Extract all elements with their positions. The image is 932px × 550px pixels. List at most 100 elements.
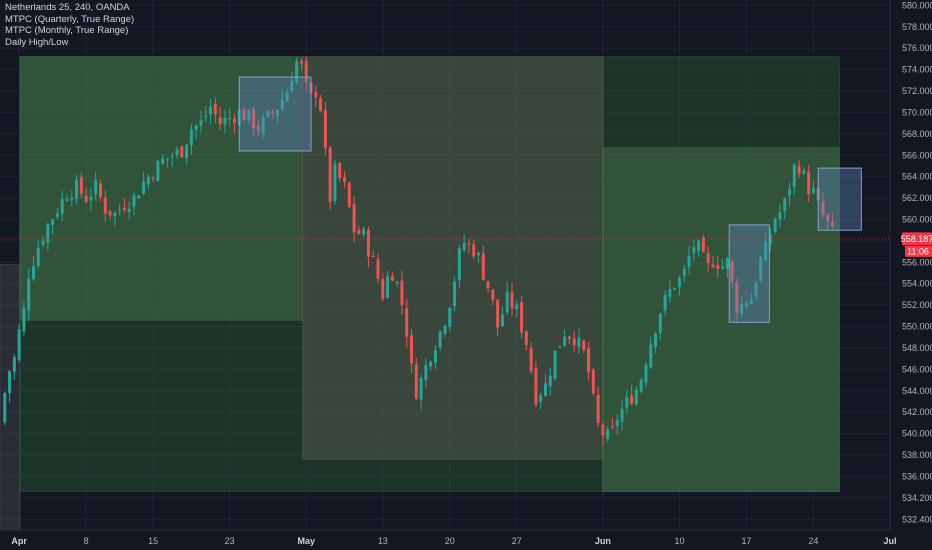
candle-body bbox=[84, 195, 88, 203]
candle-body bbox=[41, 241, 45, 245]
candle-body bbox=[146, 176, 150, 185]
candle-body bbox=[701, 237, 705, 252]
candle-body bbox=[783, 198, 787, 211]
candles bbox=[3, 56, 835, 446]
time-tick-label: 17 bbox=[741, 536, 751, 546]
candle-body bbox=[687, 255, 691, 267]
candle-body bbox=[280, 99, 284, 110]
candle-body bbox=[601, 424, 605, 436]
candle-body bbox=[438, 331, 442, 348]
candle-body bbox=[414, 364, 418, 400]
candle-body bbox=[472, 244, 476, 257]
candle-body bbox=[467, 243, 471, 245]
candle-body bbox=[481, 253, 485, 280]
time-axis-panel[interactable] bbox=[0, 530, 932, 550]
candle-body bbox=[649, 344, 653, 368]
candle-body bbox=[151, 177, 155, 179]
candle-body bbox=[433, 350, 437, 364]
candle-body bbox=[711, 264, 715, 267]
candle-body bbox=[381, 278, 385, 299]
candle-body bbox=[386, 276, 390, 298]
candle-body bbox=[534, 368, 538, 405]
candle-body bbox=[51, 219, 55, 226]
candle-body bbox=[328, 147, 332, 202]
candle-body bbox=[89, 196, 93, 201]
chart-legend: Netherlands 25, 240, OANDA MTPC (Quarter… bbox=[5, 2, 134, 48]
candle-body bbox=[591, 369, 595, 394]
price-tick-label: 550.000 bbox=[902, 322, 932, 332]
candle-body bbox=[644, 364, 648, 383]
candle-body bbox=[682, 268, 686, 276]
candle-body bbox=[161, 158, 165, 164]
price-tick-label: 578.000 bbox=[902, 22, 932, 32]
indicator-daily-high-low[interactable]: Daily High/Low bbox=[5, 36, 69, 48]
indicator-monthly[interactable]: MTPC (Monthly, True Range) bbox=[5, 25, 129, 36]
candle-body bbox=[610, 426, 614, 428]
candle-body bbox=[677, 278, 681, 288]
candle-body bbox=[99, 183, 102, 198]
candle-body bbox=[165, 158, 169, 160]
candle-body bbox=[792, 164, 796, 187]
price-tick-label: 564.000 bbox=[902, 172, 932, 182]
candle-body bbox=[290, 80, 294, 92]
candle-body bbox=[261, 117, 265, 134]
time-tick-label: 24 bbox=[808, 536, 818, 546]
candle-body bbox=[697, 240, 701, 251]
candle-body bbox=[70, 197, 74, 200]
candle-body bbox=[548, 375, 552, 387]
candle-body bbox=[567, 336, 571, 339]
price-tick-label: 540.000 bbox=[902, 429, 932, 439]
candle-body bbox=[46, 224, 50, 243]
candle-body bbox=[500, 314, 504, 327]
candle-body bbox=[242, 109, 246, 121]
candle-body bbox=[725, 258, 729, 269]
candle-body bbox=[333, 163, 337, 202]
candle-body bbox=[103, 197, 107, 214]
countdown-badge-box bbox=[905, 245, 932, 257]
candle-body bbox=[27, 278, 31, 311]
candle-body bbox=[223, 117, 227, 125]
candle-body bbox=[520, 302, 524, 333]
time-tick-label: 10 bbox=[674, 536, 684, 546]
candle-body bbox=[12, 357, 16, 372]
countdown-badge-value: 11:06 bbox=[907, 246, 929, 256]
time-tick-label: 27 bbox=[512, 536, 522, 546]
candle-body bbox=[94, 180, 98, 195]
candle-body bbox=[754, 283, 758, 297]
symbol-title[interactable]: Netherlands 25, 240, OANDA bbox=[5, 2, 130, 13]
price-badge-box bbox=[902, 232, 932, 246]
price-tick-label: 574.000 bbox=[902, 65, 932, 75]
candle-body bbox=[232, 118, 236, 123]
candle-body bbox=[802, 170, 806, 174]
candle-body bbox=[716, 264, 720, 269]
candle-body bbox=[740, 304, 744, 314]
candle-body bbox=[79, 177, 83, 194]
candle-body bbox=[108, 210, 112, 216]
time-tick-label: 15 bbox=[148, 536, 158, 546]
candle-body bbox=[524, 331, 528, 346]
candle-body bbox=[343, 176, 346, 182]
candle-body bbox=[572, 338, 576, 346]
time-tick-label: 23 bbox=[225, 536, 235, 546]
candle-body bbox=[634, 389, 638, 405]
price-axis-panel[interactable] bbox=[890, 0, 932, 530]
candle-body bbox=[132, 195, 136, 207]
price-badge-value: 558.187 bbox=[901, 234, 932, 244]
candle-body bbox=[75, 179, 79, 199]
daily-range-boxes bbox=[238, 76, 862, 323]
indicator-quarterly[interactable]: MTPC (Quarterly, True Range) bbox=[5, 13, 135, 25]
candle-body bbox=[630, 395, 634, 404]
candle-body bbox=[424, 365, 428, 381]
price-tick-label: 562.000 bbox=[902, 193, 932, 203]
candle-body bbox=[271, 112, 275, 114]
price-tick-label: 552.000 bbox=[902, 300, 932, 310]
price-tick-label: 568.000 bbox=[902, 129, 932, 139]
price-tick-label: 534.200 bbox=[902, 493, 932, 503]
candle-body bbox=[60, 198, 64, 214]
candle-body bbox=[3, 392, 7, 423]
monthly-box bbox=[602, 147, 840, 492]
price-tick-label: 576.000 bbox=[902, 43, 932, 53]
candle-body bbox=[204, 115, 208, 118]
candle-body bbox=[127, 208, 131, 213]
